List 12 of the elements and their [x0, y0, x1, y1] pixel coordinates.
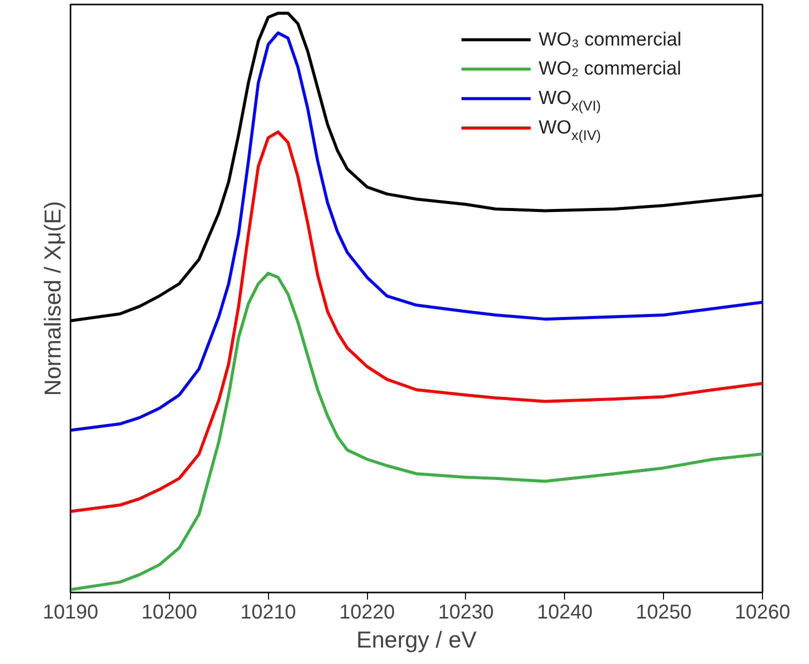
x-tick-label: 10220	[339, 602, 395, 624]
x-axis-title: Energy / eV	[356, 626, 478, 652]
y-axis-title: Normalised / Xμ(E)	[40, 201, 66, 396]
x-tick-label: 10240	[536, 602, 593, 624]
x-tick-label: 10230	[438, 602, 494, 624]
x-tick-label: 10260	[734, 602, 790, 624]
x-tick-label: 10250	[636, 602, 692, 624]
x-tick-label: 10190	[42, 602, 98, 624]
legend-label: WO₂ commercial	[538, 58, 682, 80]
x-tick-label: 10200	[142, 602, 198, 624]
x-tick-label: 10210	[240, 602, 296, 624]
legend-label: WO₃ commercial	[538, 29, 682, 50]
